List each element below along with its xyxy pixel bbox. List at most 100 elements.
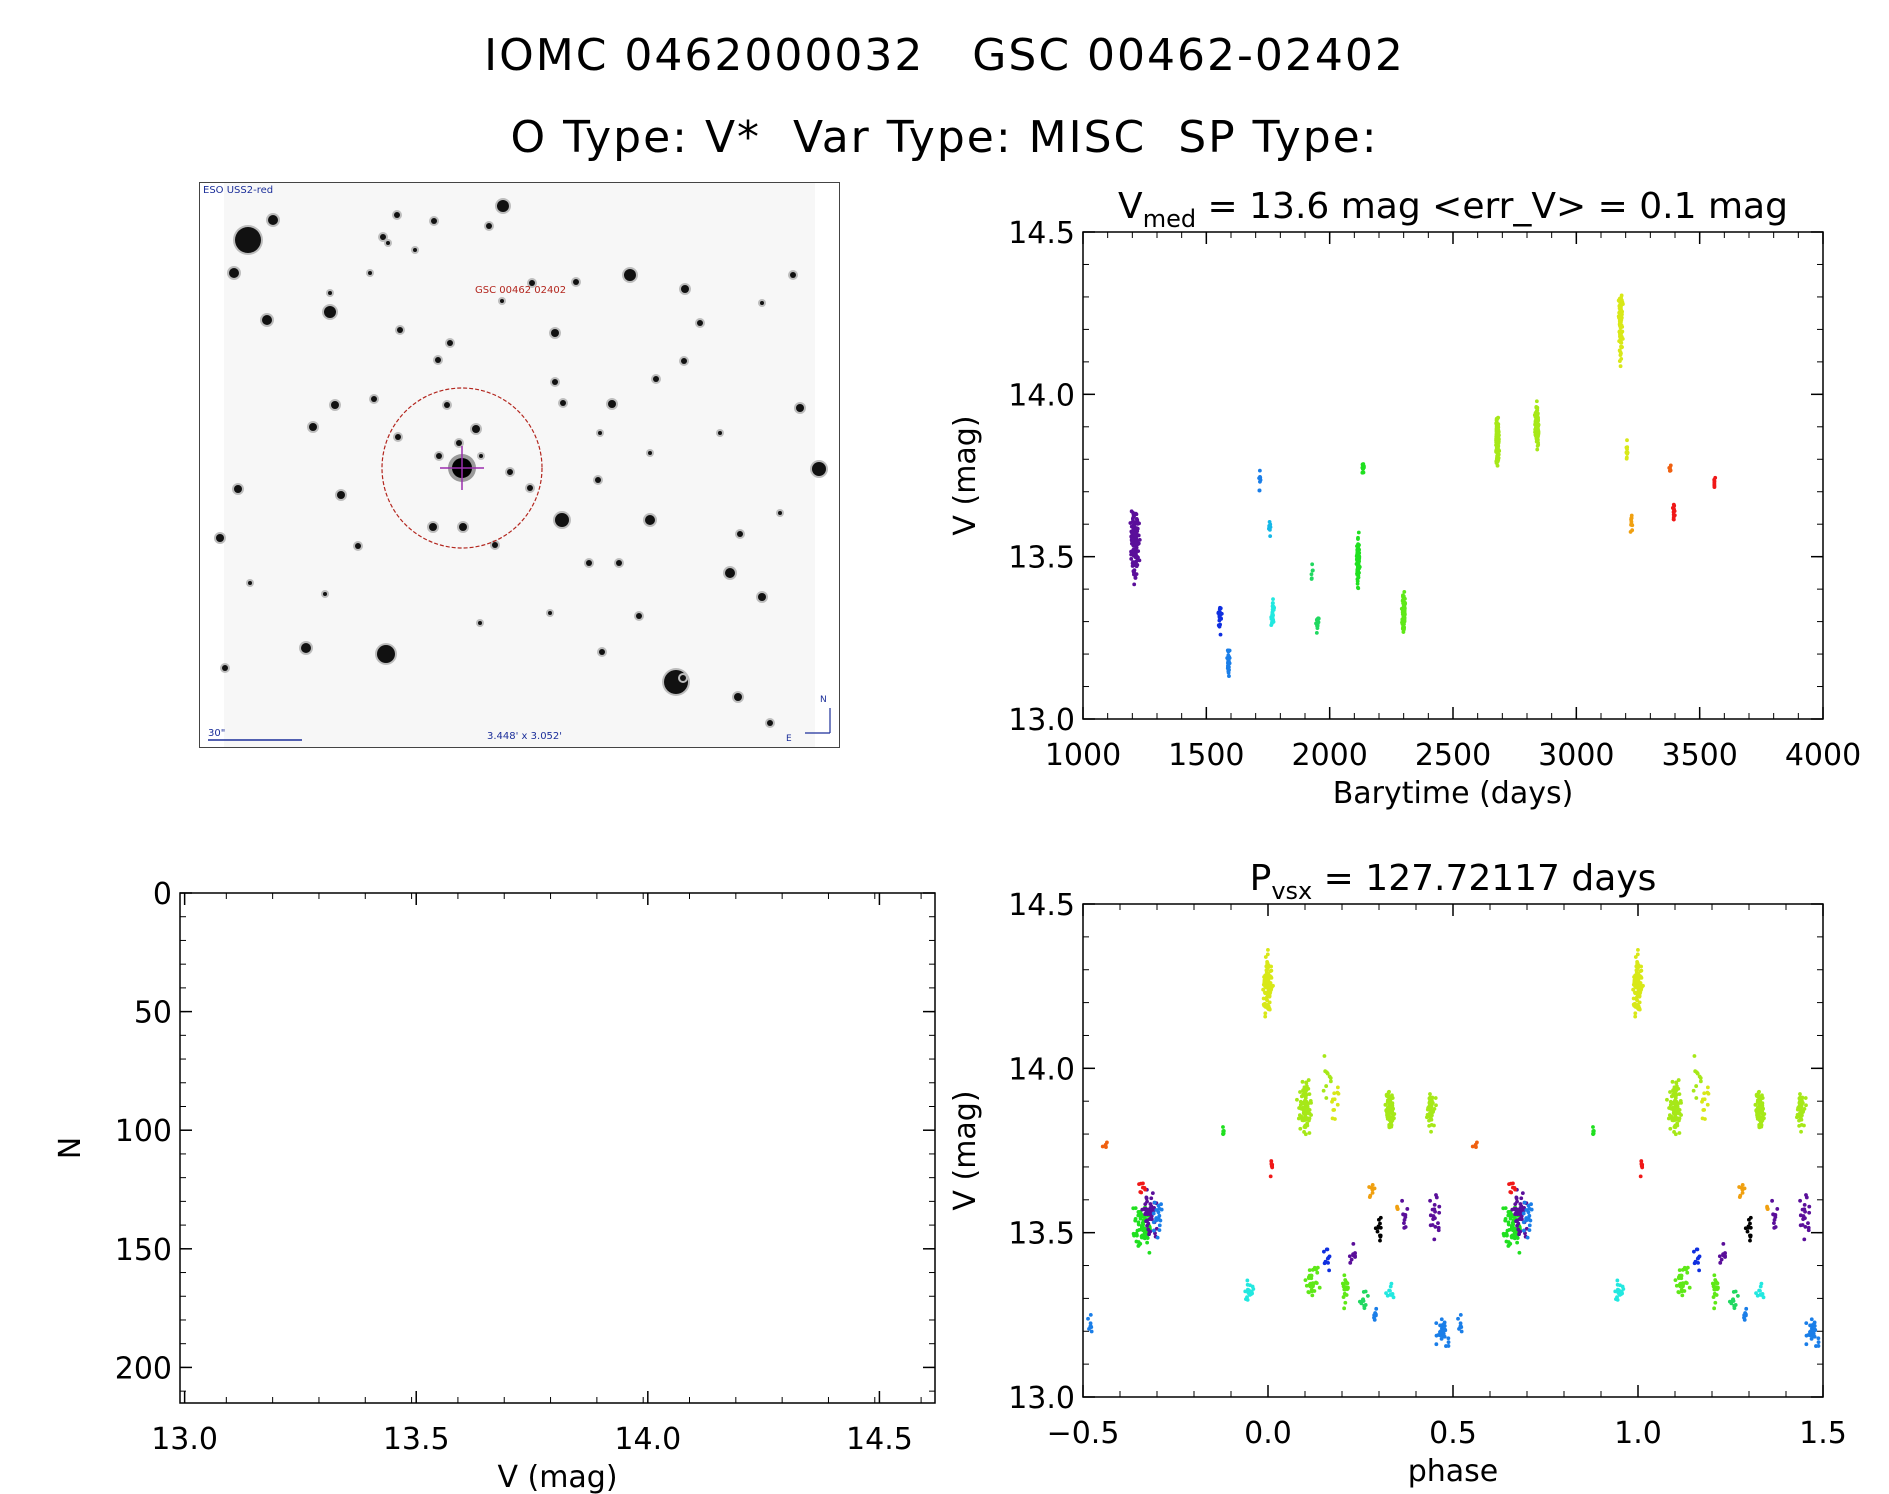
phase-point (1753, 1102, 1758, 1107)
phase-point (1677, 1118, 1681, 1123)
phase-point (1811, 1322, 1816, 1327)
star (767, 720, 773, 726)
lightcurve-point (1618, 311, 1623, 316)
lightcurve-point (1402, 590, 1407, 594)
phase-point (1692, 1261, 1697, 1266)
phase-point (1685, 1270, 1690, 1275)
lightcurve-point (1132, 582, 1137, 587)
star (648, 451, 652, 455)
lightcurve-point (1534, 437, 1539, 442)
lightcurve-point (1257, 476, 1262, 481)
phase-point (1527, 1228, 1532, 1233)
phase-point (1384, 1109, 1389, 1114)
phase-point (1799, 1122, 1804, 1127)
phase-point (1674, 1283, 1679, 1288)
phase-point (1814, 1344, 1818, 1348)
star (796, 404, 804, 412)
star (636, 613, 642, 619)
phase-point (1698, 1079, 1703, 1084)
star (653, 376, 659, 382)
phase-point (1221, 1129, 1226, 1133)
lightcurve-point (1668, 468, 1672, 473)
lightcurve-point (1310, 568, 1315, 573)
phase-point (1265, 952, 1270, 957)
phase-point (1386, 1090, 1391, 1095)
phase-point (1251, 1287, 1256, 1291)
lightcurve-point (1617, 299, 1622, 303)
lightcurve-point (1216, 623, 1221, 628)
phase-point (1816, 1340, 1821, 1345)
lightcurve-point (1356, 575, 1361, 580)
y-axis-label: V (mag) (948, 1090, 983, 1210)
phase-point (1103, 1142, 1108, 1147)
phase-point (1263, 984, 1268, 989)
lightcurve-point (1534, 399, 1539, 404)
phase-point (1636, 948, 1640, 952)
phase-point (1245, 1282, 1250, 1287)
plot-frame (179, 892, 936, 1404)
lightcurve-point (1401, 614, 1406, 619)
lightcurve-point (1226, 649, 1231, 654)
phase-point (1671, 1106, 1676, 1110)
phase-point (1521, 1228, 1526, 1233)
lightcurve-point (1271, 601, 1275, 605)
lightcurve-point (1534, 421, 1539, 426)
phase-point (1149, 1214, 1154, 1218)
phase-point (1434, 1103, 1438, 1108)
lightcurve-point (1625, 450, 1629, 455)
lightcurve-point (1270, 616, 1275, 621)
phase-point (1395, 1207, 1400, 1212)
phase-point (1268, 1174, 1273, 1179)
phase-point (1721, 1241, 1726, 1246)
phase-point (1137, 1182, 1141, 1186)
phase-point (1402, 1221, 1406, 1226)
lightcurve-point (1667, 465, 1672, 470)
lightcurve-point (1135, 521, 1140, 526)
lightcurve-point (1134, 516, 1139, 521)
lightcurve-point (1133, 511, 1138, 516)
phase-point (1748, 1215, 1753, 1220)
phase-point (1298, 1090, 1302, 1094)
phase-point (1706, 1091, 1711, 1096)
phase-point (1383, 1102, 1388, 1107)
plot-title: Vmed = 13.6 mag <err_V> = 0.1 mag (1118, 186, 1788, 233)
phase-point (1133, 1217, 1138, 1221)
phase-point (1798, 1111, 1803, 1115)
phase-point (1677, 1108, 1682, 1112)
phase-point (1685, 1265, 1690, 1270)
phase-point (1529, 1207, 1534, 1212)
phase-point (1800, 1223, 1805, 1227)
phase-point (1264, 978, 1269, 983)
phase-point (1432, 1202, 1437, 1207)
lightcurve-point (1129, 557, 1134, 561)
star (394, 212, 400, 218)
phase-point (1330, 1116, 1335, 1121)
finder-field-size-label: 3.448' x 3.052' (487, 731, 563, 742)
lightcurve-point (1403, 596, 1407, 601)
phase-point (1631, 987, 1636, 992)
phase-point (1343, 1278, 1348, 1282)
phase-point (1266, 989, 1271, 994)
star (778, 511, 782, 515)
phase-point (1526, 1216, 1531, 1221)
phase-point (1370, 1190, 1375, 1195)
phase-point (1389, 1105, 1393, 1110)
phase-point (1372, 1317, 1377, 1322)
phase-point (1804, 1321, 1809, 1325)
phase-point (1156, 1210, 1161, 1215)
phase-point (1631, 996, 1636, 1001)
star (492, 542, 498, 548)
phase-point (1457, 1327, 1461, 1331)
phase-point (1520, 1206, 1524, 1211)
phase-point (1723, 1253, 1727, 1258)
phase-point (1796, 1105, 1801, 1110)
phase-point (1812, 1334, 1817, 1339)
phase-point (1506, 1209, 1511, 1214)
lightcurve-point (1315, 617, 1320, 622)
lightcurve-point (1712, 485, 1717, 490)
phase-point (1302, 1115, 1307, 1120)
y-tick-label: 14.5 (1008, 888, 1075, 923)
phase-point (1673, 1132, 1678, 1137)
phase-point (1712, 1287, 1717, 1292)
phase-point (1311, 1267, 1315, 1272)
